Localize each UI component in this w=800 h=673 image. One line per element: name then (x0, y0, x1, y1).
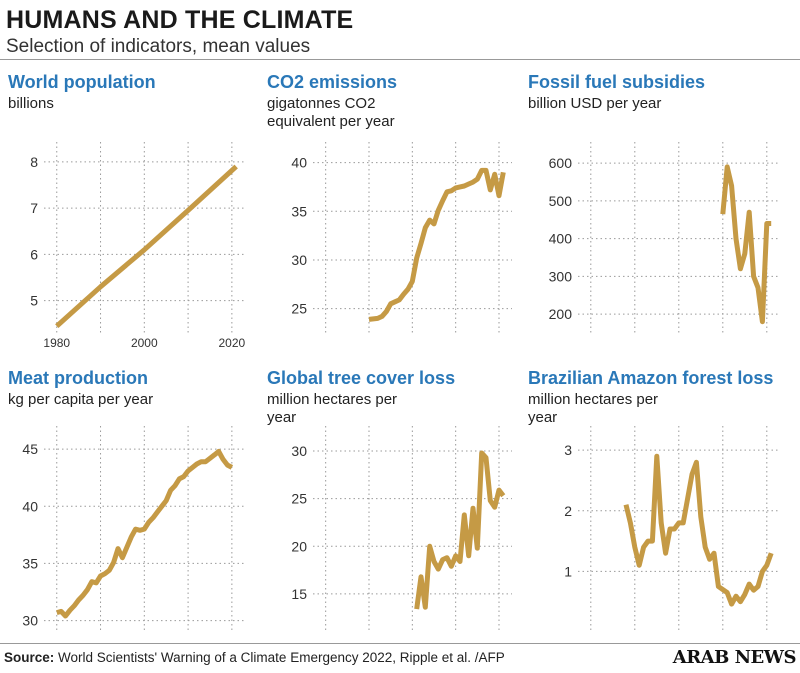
series-line (720, 164, 772, 325)
y-tick-label: 25 (291, 491, 307, 507)
chart-panel-3: Fossil fuel subsidies billion USD per yea… (528, 72, 780, 333)
source-text: World Scientists' Warning of a Climate E… (58, 650, 505, 665)
y-tick-label: 1 (564, 563, 572, 579)
series-line (56, 448, 234, 619)
y-tick-label: 2 (564, 503, 572, 519)
chart-title: CO2 emissions (267, 72, 397, 92)
y-tick-label: 15 (291, 586, 307, 602)
chart-panel-1: World population billions 5 6 7 8 1980 2000 2020 (8, 72, 246, 350)
series-line (55, 164, 238, 328)
chart-panel-6: Brazilian Amazon forest loss million hect… (528, 368, 780, 632)
y-tick-label: 25 (291, 301, 307, 317)
top-divider (0, 59, 800, 60)
chart-title: Meat production (8, 368, 148, 388)
chart-panel-5: Global tree cover loss million hectares p… (267, 368, 512, 632)
chart-unit-label: million hectares per year (528, 391, 658, 426)
y-tick-label: 20 (291, 538, 307, 554)
chart-unit-label: billion USD per year (528, 95, 661, 112)
y-tick-label: 200 (549, 306, 573, 322)
chart-title: World population (8, 72, 156, 92)
page-title: HUMANS AND THE CLIMATE (6, 6, 354, 34)
chart-unit-label: kg per capita per year (8, 391, 153, 408)
y-tick-label: 40 (291, 155, 307, 171)
y-tick-label: 500 (549, 193, 573, 209)
series-line (414, 450, 506, 610)
source-label: Source: (4, 650, 55, 665)
y-tick-label: 30 (291, 252, 307, 268)
y-tick-label: 30 (22, 613, 38, 629)
brand-logo: ARAB NEWS (672, 647, 797, 668)
chart-title: Brazilian Amazon forest loss (528, 368, 773, 388)
y-tick-label: 600 (549, 155, 573, 171)
series-line (368, 167, 506, 322)
chart-unit-label: gigatonnes CO2 equivalent per year (267, 95, 395, 130)
x-tick-label: 2020 (219, 336, 246, 350)
y-tick-label: 300 (549, 268, 573, 284)
series-line (623, 453, 774, 607)
y-tick-label: 35 (291, 203, 307, 219)
x-tick-label: 2000 (131, 336, 158, 350)
y-tick-label: 400 (549, 231, 573, 247)
y-tick-label: 30 (291, 443, 307, 459)
y-tick-label: 8 (30, 154, 38, 170)
y-tick-label: 35 (22, 555, 38, 571)
chart-panel-2: CO2 emissions gigatonnes CO2 equivalent pe… (267, 72, 512, 333)
y-tick-label: 3 (564, 442, 572, 458)
source-note: Source: World Scientists' Warning of a C… (4, 650, 505, 665)
bottom-divider (0, 643, 800, 644)
chart-title: Global tree cover loss (267, 368, 455, 388)
x-tick-label: 1980 (43, 336, 70, 350)
y-tick-label: 5 (30, 293, 38, 309)
y-tick-label: 6 (30, 246, 38, 262)
chart-panel-4: Meat production kg per capita per year 30 3… (8, 368, 245, 632)
chart-unit-label: million hectares per year (267, 391, 397, 426)
y-tick-label: 45 (22, 441, 38, 457)
chart-unit-label: billions (8, 95, 54, 112)
y-tick-label: 7 (30, 200, 38, 216)
y-tick-label: 40 (22, 498, 38, 514)
chart-title: Fossil fuel subsidies (528, 72, 705, 92)
page-subtitle: Selection of indicators, mean values (6, 36, 311, 57)
